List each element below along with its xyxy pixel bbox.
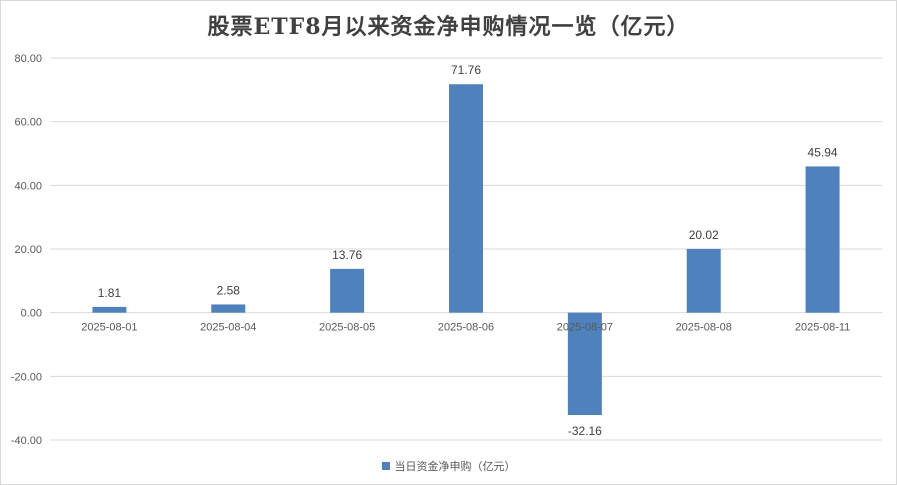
legend-label: 当日资金净申购（亿元） <box>394 460 516 473</box>
data-label: 13.76 <box>332 248 362 262</box>
legend-swatch <box>381 462 390 470</box>
x-tick-label: 2025-08-08 <box>676 322 732 334</box>
data-label: 1.81 <box>98 286 122 300</box>
y-tick-label: -20.00 <box>11 371 42 383</box>
bar <box>330 268 365 313</box>
data-label: 71.76 <box>451 63 481 77</box>
x-tick-label: 2025-08-11 <box>795 322 850 334</box>
y-tick-label: 60.00 <box>14 117 42 129</box>
data-label: 2.58 <box>217 283 241 297</box>
x-tick-label: 2025-08-01 <box>81 322 137 334</box>
bar <box>211 304 246 313</box>
data-label: 20.02 <box>689 228 719 242</box>
bar <box>567 312 602 416</box>
bar <box>805 166 840 313</box>
chart-legend: 当日资金净申购（亿元） <box>0 458 897 474</box>
x-tick-label: 2025-08-07 <box>557 322 613 334</box>
bar <box>686 248 721 313</box>
y-tick-label: 20.00 <box>14 244 42 256</box>
x-tick-label: 2025-08-06 <box>438 322 494 334</box>
bar <box>92 306 127 313</box>
bar <box>449 84 483 313</box>
chart-title: 股票ETF8月以来资金净申购情况一览（亿元） <box>207 14 690 40</box>
x-tick-label: 2025-08-05 <box>319 322 375 334</box>
y-tick-label: 80.00 <box>14 53 42 65</box>
x-tick-label: 2025-08-04 <box>200 322 256 334</box>
y-tick-label: 40.00 <box>14 180 42 192</box>
data-label: 45.94 <box>808 145 838 159</box>
data-label: -32.16 <box>568 424 602 438</box>
y-tick-label: 0.00 <box>21 308 42 320</box>
y-tick-label: -40.00 <box>11 435 42 447</box>
